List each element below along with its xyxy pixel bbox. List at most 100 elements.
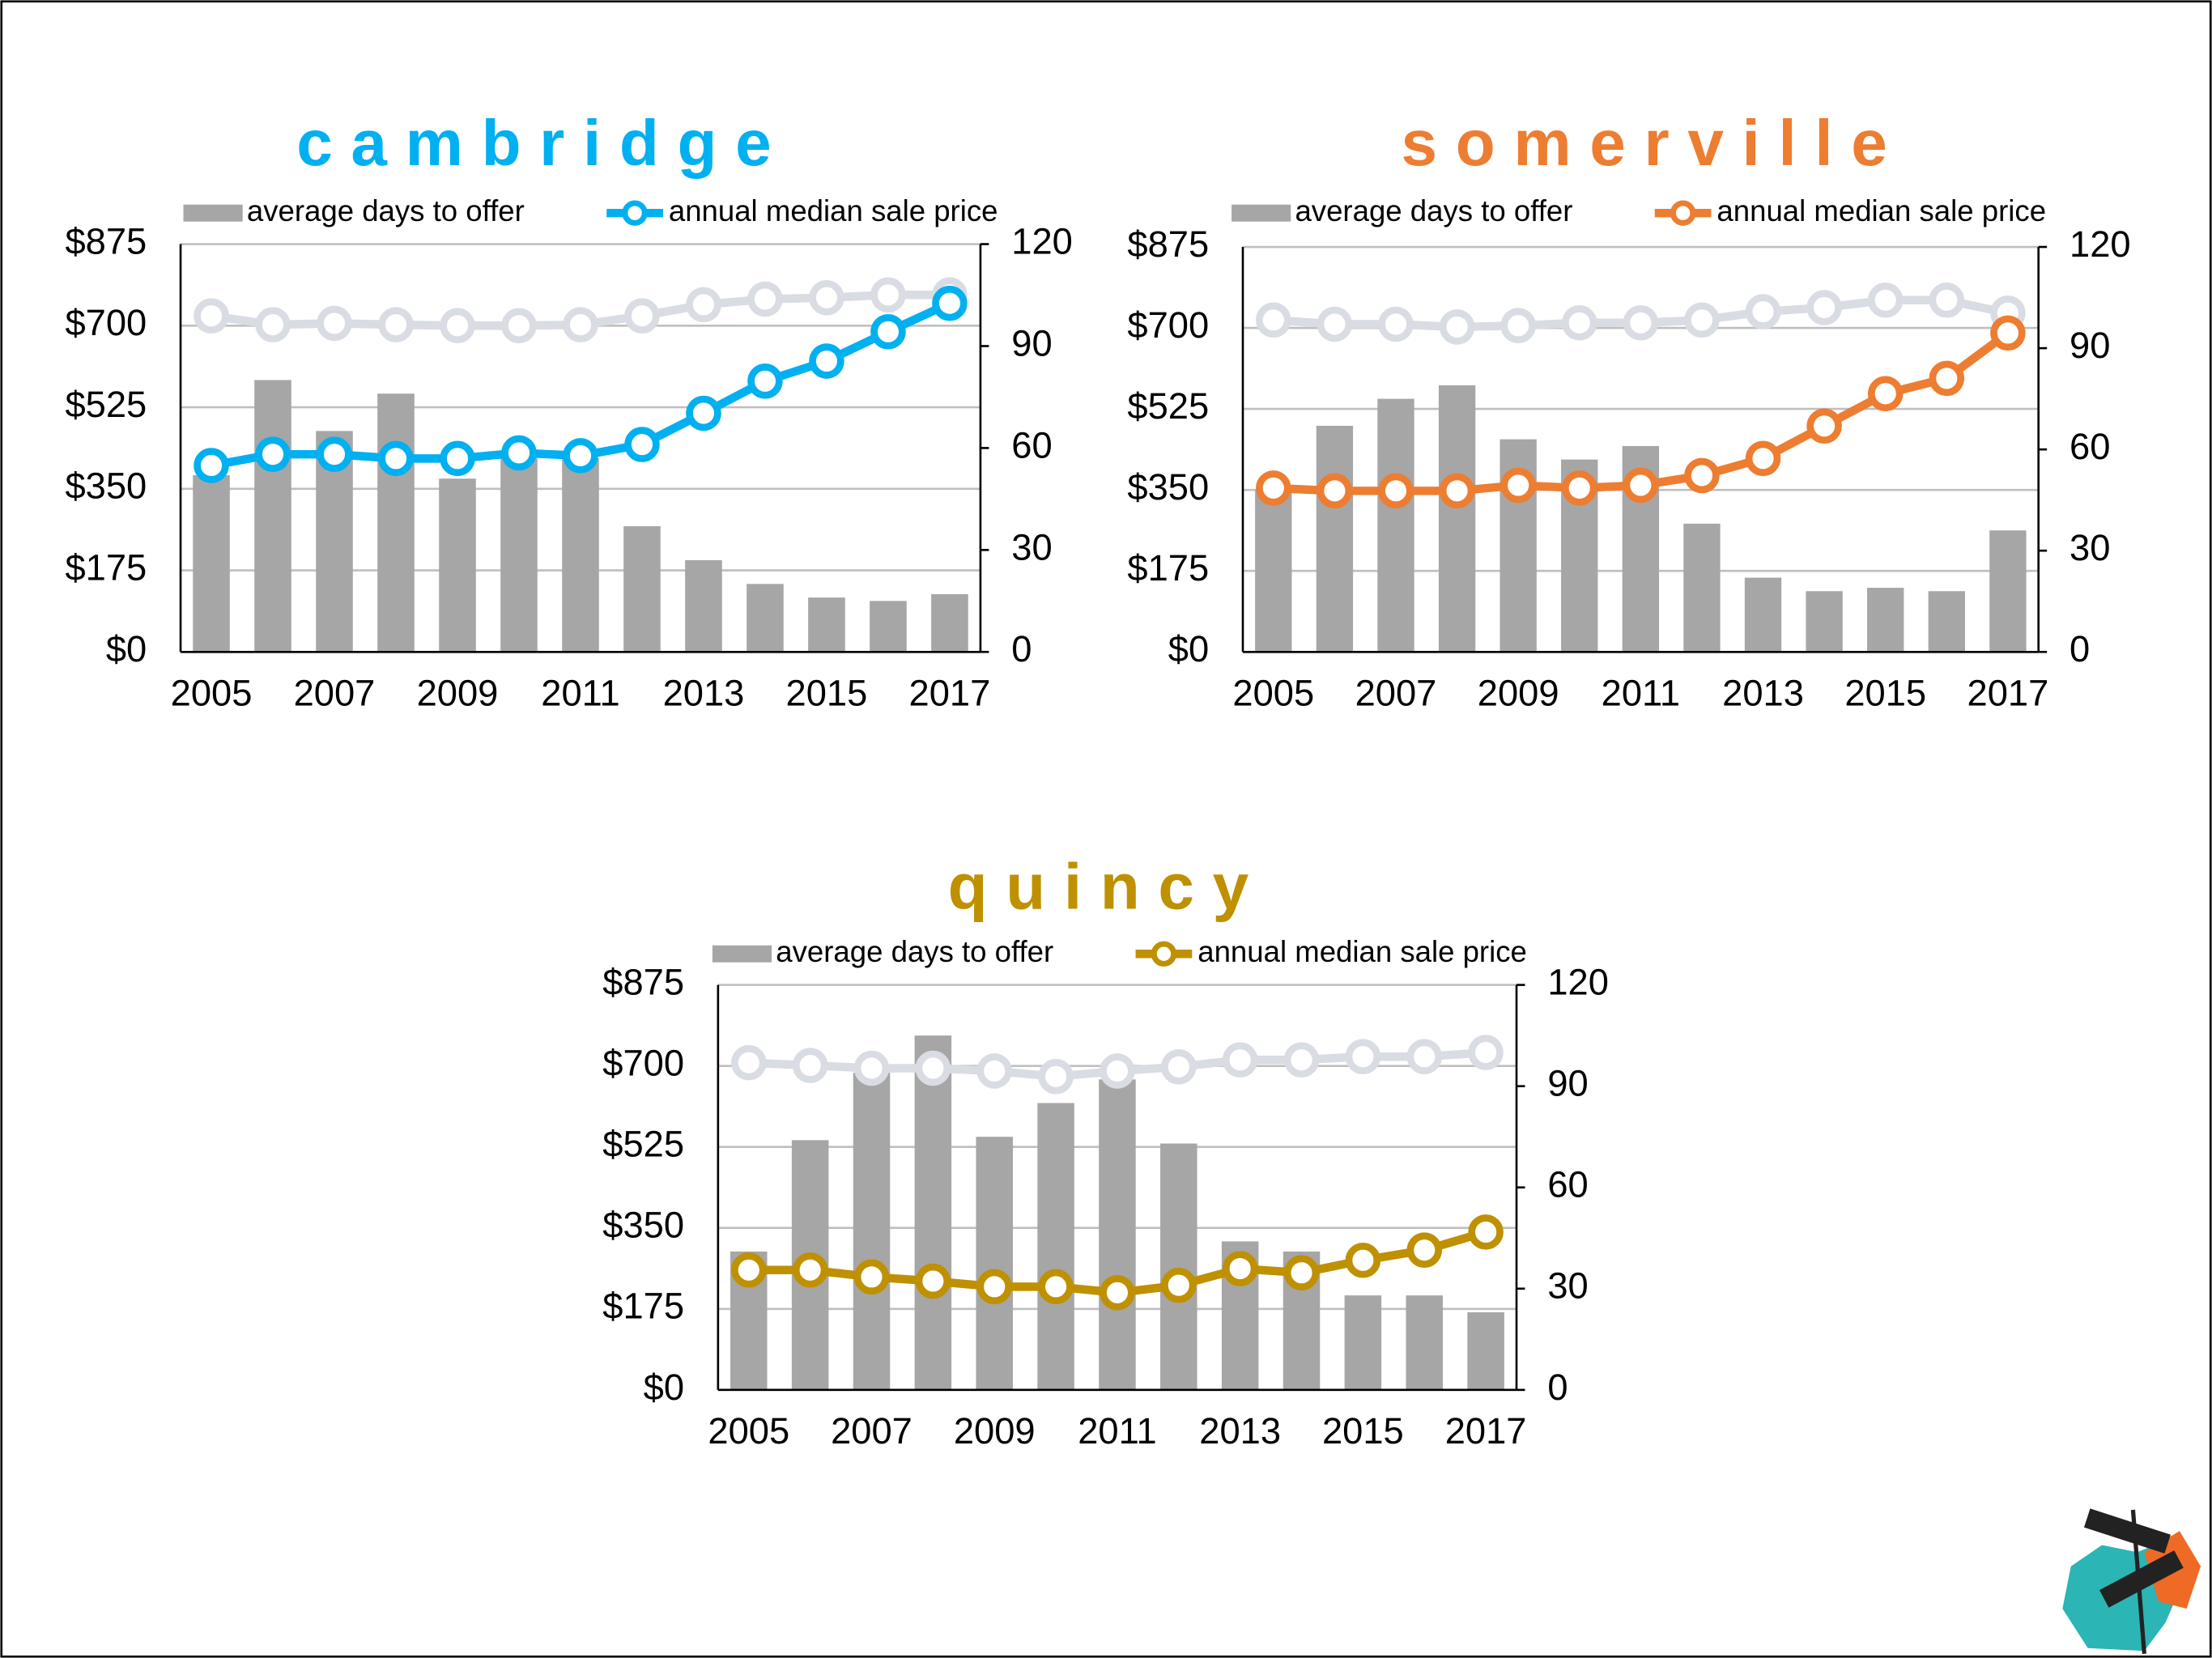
- point: [809, 279, 844, 316]
- point: [563, 307, 598, 342]
- bar: [808, 597, 845, 653]
- point: [1561, 470, 1597, 506]
- y2-tick-label: 0: [2069, 628, 2090, 670]
- x-tick-label: 2007: [1355, 672, 1437, 713]
- y-tick-label: $350: [65, 466, 147, 507]
- point: [915, 1050, 951, 1086]
- chart-title: quincy: [948, 850, 1267, 923]
- legend-swatch: [183, 204, 243, 222]
- y-tick-label: $875: [602, 962, 684, 1003]
- x-tick-label: 2009: [417, 672, 499, 713]
- bar: [1344, 1295, 1382, 1390]
- bar: [1377, 398, 1414, 653]
- bar: [439, 478, 476, 653]
- point: [194, 298, 229, 334]
- bar: [1099, 1079, 1136, 1390]
- legend-swatch: [712, 945, 772, 963]
- bar: [1744, 577, 1782, 653]
- bar: [1438, 385, 1476, 653]
- x-tick-label: 2007: [831, 1410, 912, 1452]
- bar: [747, 584, 784, 653]
- bar: [193, 474, 230, 653]
- point: [1929, 360, 1965, 397]
- point: [1378, 473, 1414, 509]
- point: [378, 307, 414, 342]
- logo: [2062, 1508, 2201, 1654]
- point: [1317, 306, 1353, 342]
- point: [1468, 1035, 1504, 1070]
- chart-title: cambridge: [296, 106, 789, 179]
- y2-tick-label: 0: [1547, 1367, 1568, 1408]
- point: [1317, 473, 1353, 509]
- point: [1283, 1255, 1320, 1290]
- point: [624, 427, 660, 462]
- point: [378, 440, 414, 477]
- bar: [870, 601, 907, 653]
- legend-label: annual median sale price: [669, 194, 998, 227]
- point: [747, 363, 783, 399]
- x-tick-label: 2013: [663, 672, 745, 713]
- point: [624, 298, 660, 334]
- point: [1623, 467, 1659, 504]
- point: [317, 436, 352, 472]
- point: [1161, 1049, 1197, 1085]
- point: [686, 395, 721, 432]
- point: [1745, 440, 1781, 477]
- x-tick-label: 2013: [1199, 1410, 1281, 1452]
- point: [915, 1263, 951, 1299]
- legend-swatch-point: [1151, 941, 1177, 967]
- legend-label: annual median sale price: [1716, 194, 2046, 227]
- y2-tick-label: 60: [2069, 426, 2110, 467]
- point: [1561, 304, 1597, 341]
- point: [932, 285, 968, 321]
- bar: [1160, 1143, 1197, 1390]
- point: [1406, 1232, 1443, 1268]
- x-tick-label: 2015: [1322, 1410, 1404, 1452]
- y2-tick-label: 120: [2069, 223, 2131, 265]
- point: [255, 307, 291, 342]
- y2-tick-label: 90: [1011, 322, 1052, 363]
- point: [1806, 408, 1842, 444]
- bar: [853, 1072, 891, 1390]
- bar: [931, 593, 968, 653]
- point: [1684, 457, 1720, 494]
- bar: [1316, 425, 1354, 653]
- y2-tick-label: 0: [1011, 628, 1032, 670]
- y-tick-label: $0: [644, 1367, 684, 1408]
- bar: [1989, 530, 2027, 653]
- x-tick-label: 2017: [1445, 1410, 1527, 1452]
- point: [1406, 1039, 1443, 1074]
- bar: [1467, 1312, 1504, 1390]
- point: [1100, 1053, 1135, 1089]
- bar: [623, 525, 661, 653]
- point: [1439, 309, 1475, 345]
- bar: [1928, 591, 1965, 653]
- bar: [914, 1035, 952, 1390]
- point: [255, 436, 291, 472]
- point: [1468, 1214, 1504, 1250]
- point: [317, 305, 352, 342]
- y-tick-label: $875: [65, 220, 147, 261]
- point: [731, 1252, 767, 1288]
- point: [870, 313, 906, 350]
- point: [870, 277, 906, 313]
- y-tick-label: $350: [1127, 466, 1209, 508]
- point: [1990, 315, 2026, 351]
- y2-tick-label: 60: [1011, 424, 1052, 466]
- x-tick-label: 2017: [909, 672, 991, 713]
- y-tick-label: $0: [106, 628, 147, 670]
- y2-tick-label: 30: [1547, 1265, 1588, 1307]
- point: [501, 308, 537, 344]
- point: [1283, 1042, 1320, 1078]
- y2-tick-label: 60: [1547, 1164, 1588, 1205]
- legend-swatch-point: [622, 200, 648, 226]
- point: [194, 448, 229, 483]
- x-tick-label: 2015: [786, 672, 868, 713]
- y-tick-label: $525: [65, 384, 147, 425]
- y-tick-label: $525: [1127, 385, 1209, 427]
- bar: [1683, 523, 1721, 653]
- bar: [377, 393, 415, 653]
- point: [1100, 1274, 1135, 1311]
